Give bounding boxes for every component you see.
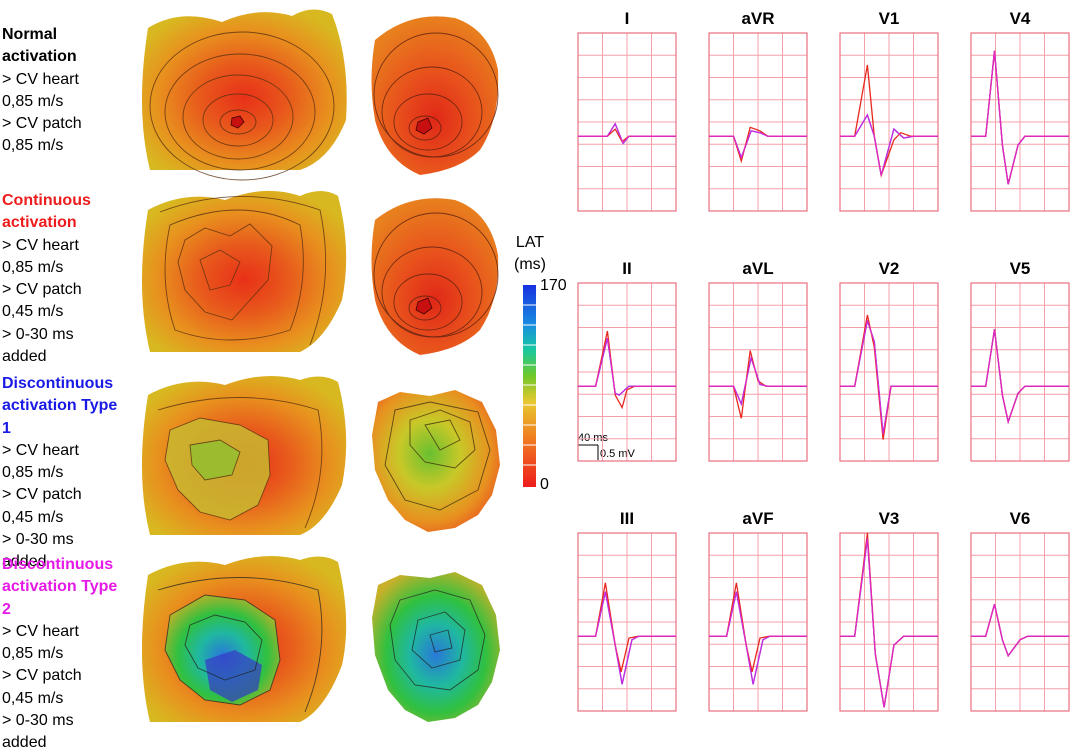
row-line: 0,45 m/s	[2, 689, 64, 707]
lead-title-II: II	[622, 259, 632, 278]
scale-bar	[578, 444, 599, 460]
row-label-0: Normal activation > CV heart 0,85 m/s > CV …	[2, 24, 130, 158]
trace-magenta	[578, 591, 676, 685]
lead-title-aVF: aVF	[742, 509, 774, 528]
row-title: Continuous activation	[2, 192, 91, 232]
colorbar-segments	[523, 304, 536, 466]
row-line: > CV heart	[2, 622, 79, 640]
panel-frame	[577, 532, 677, 712]
trace-magenta	[971, 50, 1069, 185]
panel-frame	[839, 282, 939, 462]
scale-voltage: 0.5 mV	[600, 448, 635, 460]
lead-title-V6: V6	[1009, 509, 1031, 528]
lead-title-V1: V1	[878, 9, 900, 28]
row-line: 0,85 m/s	[2, 645, 64, 663]
heart-row2-left	[141, 190, 347, 352]
ecg-panel-V3	[839, 532, 939, 712]
trace-magenta	[971, 604, 1069, 658]
legend-title-line2: (ms)	[514, 256, 546, 273]
panel-frame	[839, 532, 939, 712]
panel-frame	[970, 32, 1070, 212]
heart-row3-left	[141, 376, 347, 535]
heart-row4-right	[372, 572, 500, 722]
legend-title: LAT (ms)	[502, 232, 558, 276]
row-label-1: Continuous activation > CV heart 0,85 m/s >…	[2, 190, 130, 368]
trace-magenta	[840, 320, 938, 435]
lead-title-V4: V4	[1009, 9, 1031, 28]
ecg-panel-aVF	[708, 532, 808, 712]
row-line: added	[2, 348, 47, 366]
ecg-panel-V2	[839, 282, 939, 462]
ecg-panel-II	[577, 282, 677, 462]
lead-title-aVR: aVR	[741, 9, 775, 28]
heart-row2-right	[371, 198, 499, 355]
row-title: Normal activation	[2, 26, 77, 66]
ecg-panel-aVR	[708, 32, 808, 212]
heart-row3-right	[372, 390, 500, 532]
heart-row1-left	[141, 9, 347, 181]
legend-title-line1: LAT	[515, 234, 545, 251]
legend-max: 170	[540, 277, 567, 294]
row-line: 0,85 m/s	[2, 92, 64, 110]
legend-min: 0	[540, 476, 549, 493]
ecg-panel-V4	[970, 32, 1070, 212]
panel-frame	[708, 282, 808, 462]
panel-frame	[839, 32, 939, 212]
row-line: 0,45 m/s	[2, 508, 64, 526]
row-line: 0,85 m/s	[2, 258, 64, 276]
lat-colorbar	[523, 285, 536, 487]
heart-maps	[141, 9, 599, 722]
trace-magenta	[709, 130, 807, 160]
lead-title-aVL: aVL	[742, 259, 774, 278]
panel-frame	[577, 282, 677, 462]
ecg-panel-aVL	[708, 282, 808, 462]
row-title: Discontinuous activation Type 2	[2, 556, 118, 618]
row-line: > CV heart	[2, 70, 79, 88]
heart-row1-right	[371, 16, 499, 175]
panel-frame	[970, 282, 1070, 462]
ecg-panel-V6	[970, 532, 1070, 712]
panel-frame	[577, 32, 677, 212]
ecg-panel-V1	[839, 32, 939, 212]
row-label-2: Discontinuous activation Type 1 > CV hear…	[2, 373, 130, 574]
row-line: > CV patch	[2, 281, 82, 299]
row-line: 0,45 m/s	[2, 303, 64, 321]
trace-magenta	[709, 591, 807, 685]
lead-title-V5: V5	[1009, 259, 1031, 278]
panel-frame	[708, 532, 808, 712]
row-line: > CV heart	[2, 236, 79, 254]
ecg-panel-I	[577, 32, 677, 212]
row-line: > CV heart	[2, 441, 79, 459]
ecg-panels	[577, 32, 1070, 712]
ecg-panel-III	[577, 532, 677, 712]
trace-magenta	[840, 538, 938, 708]
lead-title-V3: V3	[878, 509, 900, 528]
row-line: added	[2, 734, 47, 752]
lead-title-V2: V2	[878, 259, 900, 278]
trace-magenta	[578, 338, 676, 396]
scale-time: 40 ms	[578, 432, 608, 444]
trace-magenta	[578, 122, 676, 145]
row-line: > 0-30 ms	[2, 325, 74, 343]
trace-magenta	[709, 355, 807, 407]
panel-frame	[708, 32, 808, 212]
row-line: > CV patch	[2, 115, 82, 133]
ecg-panel-V5	[970, 282, 1070, 462]
row-title: Discontinuous activation Type 1	[2, 375, 118, 437]
row-line: > CV patch	[2, 486, 82, 504]
lead-title-III: III	[619, 509, 635, 528]
heart-row4-left	[141, 556, 347, 722]
row-line: 0,85 m/s	[2, 137, 64, 155]
row-line: > 0-30 ms	[2, 712, 74, 730]
panel-frame	[970, 532, 1070, 712]
lead-title-I: I	[624, 9, 630, 28]
row-line: 0,85 m/s	[2, 464, 64, 482]
trace-magenta	[840, 113, 938, 176]
row-line: > 0-30 ms	[2, 531, 74, 549]
row-line: > CV patch	[2, 667, 82, 685]
trace-magenta	[971, 329, 1069, 425]
row-line: added	[2, 553, 47, 571]
